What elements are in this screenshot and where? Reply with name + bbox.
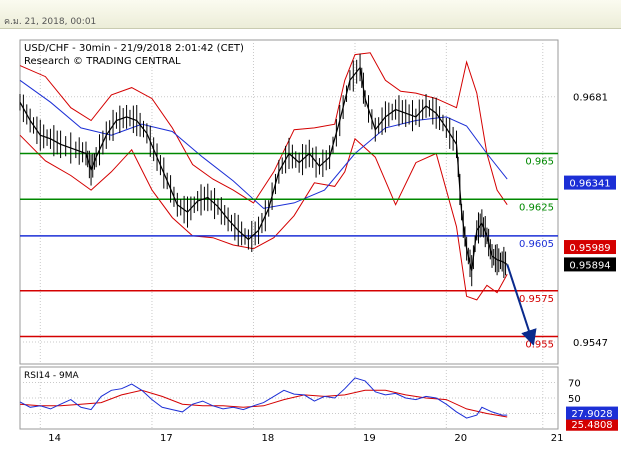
price-tag — [564, 240, 616, 255]
x-tick-label: 14 — [48, 433, 61, 444]
price-series — [19, 53, 508, 287]
forecast-arrow-line — [506, 264, 537, 346]
x-tick-label: 18 — [261, 433, 274, 444]
y-tick-label: 0.9547 — [573, 338, 608, 349]
chart-subtitle: Research © TRADING CENTRAL — [24, 56, 181, 67]
rsi-tick-label: 70 — [568, 379, 581, 390]
forecast-arrow — [506, 264, 537, 346]
x-tick-label: 21 — [551, 433, 564, 444]
rsi-tick-label: 50 — [568, 394, 581, 405]
level-label: 0.9575 — [519, 294, 554, 305]
rsi-value-tag — [566, 417, 618, 431]
rsi-ma-line — [19, 389, 508, 418]
price-tag — [564, 175, 616, 190]
price-chart: 0.965 0.9625 0.9605 0.9575 0.955 14 17 18 19 20 2… — [19, 39, 618, 444]
rsi-value-text: 27.9028 — [571, 409, 612, 420]
price-tag-text: 0.96341 — [569, 179, 610, 190]
level-label: 0.9625 — [519, 202, 554, 213]
timestamp: ค.ม. 21, 2018, 00:01 — [4, 17, 97, 27]
bollinger-upper-line — [19, 52, 508, 205]
main-panel-frame — [19, 39, 559, 365]
y-tick-label: 0.9681 — [573, 93, 608, 104]
level-label: 0.955 — [525, 340, 554, 351]
chart-title: USD/CHF - 30min - 21/9/2018 2:01:42 (CET… — [24, 43, 244, 54]
x-tick-label: 20 — [454, 433, 467, 444]
rsi-line — [19, 377, 508, 419]
level-label: 0.9605 — [519, 239, 554, 250]
top-toolbar: ค.ม. 21, 2018, 00:01 — [0, 0, 621, 29]
rsi-label: RSI14 - 9MA — [24, 371, 80, 381]
grid-lines — [20, 40, 558, 429]
rsi-series — [19, 377, 508, 419]
x-tick-label: 19 — [363, 433, 376, 444]
price-tag-text: 0.95989 — [569, 243, 610, 254]
rsi-value-text: 25.4808 — [571, 420, 612, 431]
price-tag — [564, 257, 616, 272]
price-tag-text: 0.95894 — [569, 260, 610, 271]
rsi-value-tag — [566, 406, 618, 420]
x-tick-label: 17 — [160, 433, 173, 444]
level-label: 0.965 — [525, 156, 554, 167]
